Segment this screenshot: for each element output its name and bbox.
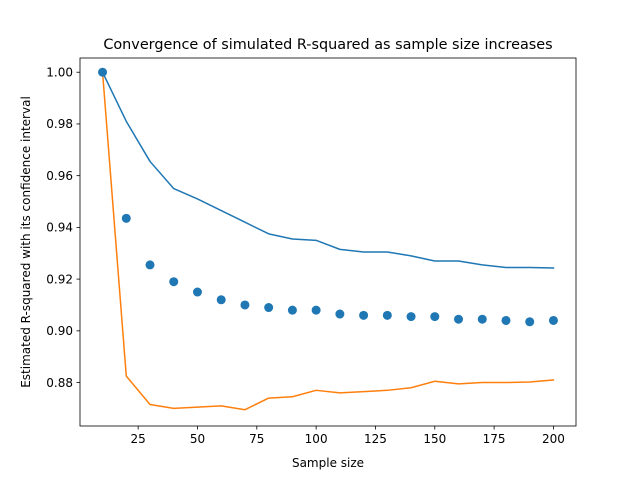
scatter-point <box>501 315 511 325</box>
scatter-point <box>406 312 416 322</box>
y-tick-label: 0.94 <box>46 221 73 235</box>
scatter-point <box>454 314 464 324</box>
y-tick-label: 0.90 <box>46 324 73 338</box>
plot-area: 25 50 75 100 125 150 175 200 0.88 0.90 0.92 0.94 0.9… <box>46 57 577 446</box>
x-tick-label: 200 <box>542 432 565 446</box>
x-tick-label: 100 <box>305 432 328 446</box>
scatter-point <box>169 277 179 287</box>
y-tick-label: 0.96 <box>46 169 73 183</box>
x-tick-label: 150 <box>423 432 446 446</box>
scatter-point <box>430 312 440 322</box>
y-tick-label: 0.98 <box>46 117 73 131</box>
scatter-point <box>525 317 535 327</box>
scatter-point <box>192 287 202 297</box>
scatter-point <box>287 305 297 315</box>
chart-title: Convergence of simulated R-squared as sa… <box>103 37 552 53</box>
y-tick-label: 0.88 <box>46 376 73 390</box>
scatter-point <box>359 310 369 320</box>
scatter-point <box>477 314 487 324</box>
scatter-point <box>216 295 226 305</box>
x-tick-label: 125 <box>364 432 387 446</box>
x-tick-label: 25 <box>131 432 146 446</box>
scatter-point <box>98 67 108 77</box>
x-tick-label: 175 <box>483 432 506 446</box>
x-tick-label: 75 <box>249 432 264 446</box>
x-tick-label: 50 <box>190 432 205 446</box>
axes-frame <box>79 57 577 427</box>
y-tick-label: 1.00 <box>46 66 73 80</box>
scatter-point <box>311 305 321 315</box>
series-line-1 <box>101 71 555 269</box>
scatter-point <box>264 303 274 313</box>
series-line-2 <box>101 71 555 411</box>
y-tick-label: 0.92 <box>46 272 73 286</box>
scatter-point <box>145 260 155 270</box>
x-axis-label: Sample size <box>292 456 364 470</box>
scatter-point <box>240 300 250 310</box>
scatter-point <box>382 310 392 320</box>
scatter-point <box>548 315 558 325</box>
scatter-point <box>121 213 131 223</box>
scatter-point <box>335 309 345 319</box>
y-axis-label: Estimated R-squared with its confidence … <box>19 96 33 388</box>
